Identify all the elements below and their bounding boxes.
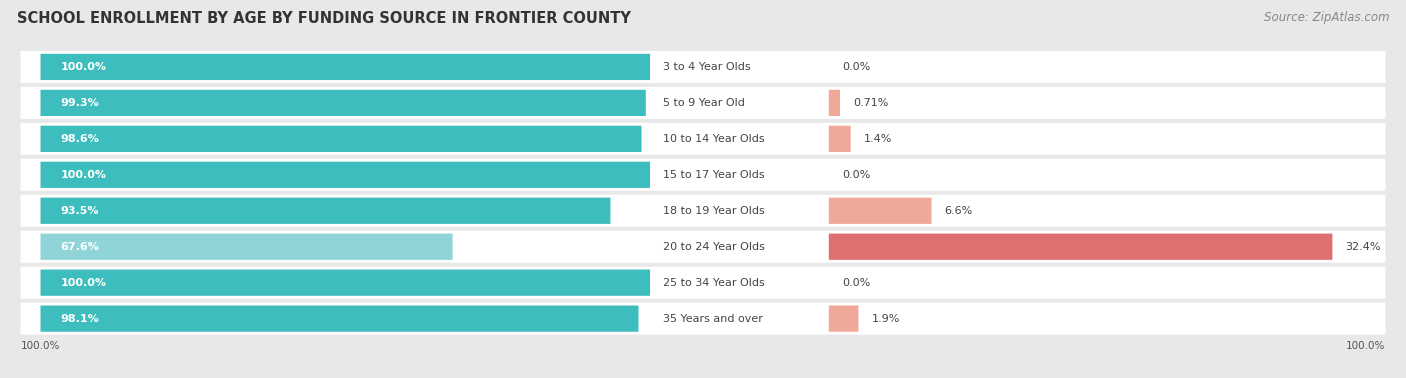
FancyBboxPatch shape	[21, 231, 1385, 263]
Text: 100.0%: 100.0%	[60, 278, 107, 288]
FancyBboxPatch shape	[21, 303, 1385, 335]
Text: 1.9%: 1.9%	[872, 314, 900, 324]
Text: Source: ZipAtlas.com: Source: ZipAtlas.com	[1264, 11, 1389, 24]
Text: 1.4%: 1.4%	[863, 134, 893, 144]
Legend: Public School, Private School: Public School, Private School	[589, 377, 817, 378]
FancyBboxPatch shape	[41, 270, 650, 296]
FancyBboxPatch shape	[41, 234, 453, 260]
FancyBboxPatch shape	[41, 54, 650, 80]
FancyBboxPatch shape	[21, 123, 1385, 155]
Text: 5 to 9 Year Old: 5 to 9 Year Old	[664, 98, 745, 108]
Text: 93.5%: 93.5%	[60, 206, 98, 216]
Text: 67.6%: 67.6%	[60, 242, 100, 252]
Text: SCHOOL ENROLLMENT BY AGE BY FUNDING SOURCE IN FRONTIER COUNTY: SCHOOL ENROLLMENT BY AGE BY FUNDING SOUR…	[17, 11, 631, 26]
Text: 0.0%: 0.0%	[842, 170, 870, 180]
FancyBboxPatch shape	[41, 305, 638, 332]
FancyBboxPatch shape	[21, 195, 1385, 227]
Text: 98.1%: 98.1%	[60, 314, 100, 324]
Text: 99.3%: 99.3%	[60, 98, 100, 108]
FancyBboxPatch shape	[41, 198, 610, 224]
Text: 100.0%: 100.0%	[1346, 341, 1385, 351]
Text: 3 to 4 Year Olds: 3 to 4 Year Olds	[664, 62, 751, 72]
Text: 10 to 14 Year Olds: 10 to 14 Year Olds	[664, 134, 765, 144]
Text: 100.0%: 100.0%	[60, 62, 107, 72]
Text: 25 to 34 Year Olds: 25 to 34 Year Olds	[664, 278, 765, 288]
FancyBboxPatch shape	[828, 90, 839, 116]
FancyBboxPatch shape	[21, 266, 1385, 299]
FancyBboxPatch shape	[828, 198, 932, 224]
FancyBboxPatch shape	[41, 126, 641, 152]
Text: 18 to 19 Year Olds: 18 to 19 Year Olds	[664, 206, 765, 216]
FancyBboxPatch shape	[21, 87, 1385, 119]
Text: 98.6%: 98.6%	[60, 134, 100, 144]
FancyBboxPatch shape	[828, 126, 851, 152]
Text: 0.0%: 0.0%	[842, 278, 870, 288]
Text: 100.0%: 100.0%	[21, 341, 60, 351]
Text: 0.0%: 0.0%	[842, 62, 870, 72]
Text: 100.0%: 100.0%	[60, 170, 107, 180]
FancyBboxPatch shape	[21, 159, 1385, 191]
Text: 15 to 17 Year Olds: 15 to 17 Year Olds	[664, 170, 765, 180]
Text: 35 Years and over: 35 Years and over	[664, 314, 763, 324]
Text: 0.71%: 0.71%	[853, 98, 889, 108]
Text: 20 to 24 Year Olds: 20 to 24 Year Olds	[664, 242, 765, 252]
FancyBboxPatch shape	[41, 90, 645, 116]
Text: 6.6%: 6.6%	[945, 206, 973, 216]
FancyBboxPatch shape	[828, 305, 859, 332]
FancyBboxPatch shape	[21, 51, 1385, 83]
Text: 32.4%: 32.4%	[1346, 242, 1381, 252]
FancyBboxPatch shape	[41, 162, 650, 188]
FancyBboxPatch shape	[828, 234, 1333, 260]
